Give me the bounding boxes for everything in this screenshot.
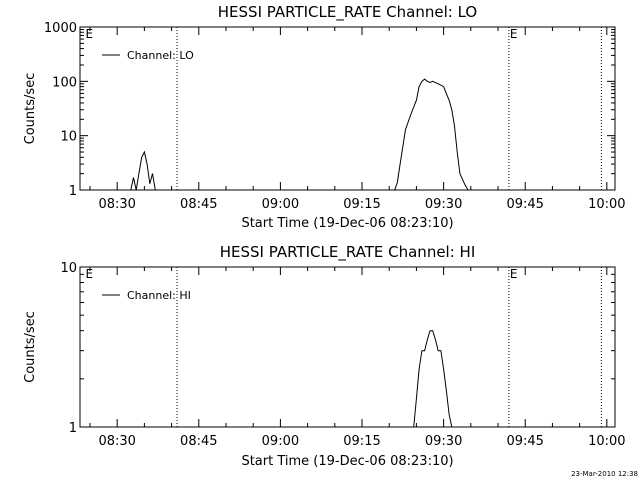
event-marker: E bbox=[510, 267, 518, 281]
y-axis-label: Counts/sec bbox=[23, 73, 38, 145]
x-tick-label: 08:30 bbox=[98, 434, 135, 449]
event-marker: E bbox=[86, 267, 94, 281]
x-axis-label: Start Time (19-Dec-06 08:23:10) bbox=[241, 216, 453, 231]
y-tick-label: 1 bbox=[69, 184, 77, 199]
series-line bbox=[130, 78, 469, 191]
y-tick-label: 100 bbox=[52, 75, 77, 90]
x-tick-label: 10:00 bbox=[588, 434, 625, 449]
x-axis-label: Start Time (19-Dec-06 08:23:10) bbox=[241, 454, 453, 469]
event-marker: E bbox=[510, 27, 518, 41]
legend-label: Channel: LO bbox=[127, 49, 194, 62]
panel-lo: HESSI PARTICLE_RATE Channel: LO 08:30 08:4… bbox=[23, 3, 626, 231]
x-tick-label: 09:00 bbox=[262, 434, 299, 449]
x-tick-label: 08:45 bbox=[180, 197, 217, 212]
legend-label: Channel: HI bbox=[127, 289, 191, 302]
panel-hi: HESSI PARTICLE_RATE Channel: HI 08:30 08:4… bbox=[23, 243, 626, 469]
chart-title: HESSI PARTICLE_RATE Channel: LO bbox=[218, 3, 477, 22]
x-tick-label: 09:15 bbox=[343, 434, 380, 449]
plot-frame bbox=[79, 266, 616, 428]
y-tick-label: 10 bbox=[60, 130, 77, 145]
x-tick-label: 08:30 bbox=[98, 197, 135, 212]
y-tick-label: 1000 bbox=[44, 21, 77, 36]
x-tick-label: 09:45 bbox=[506, 197, 543, 212]
y-tick-label: 10 bbox=[60, 261, 77, 276]
x-tick-label: 08:45 bbox=[180, 434, 217, 449]
y-tick-label: 1 bbox=[69, 421, 77, 436]
x-tick-label: 09:45 bbox=[506, 434, 543, 449]
timestamp-label: 23-Mar-2010 12:38 bbox=[571, 470, 638, 478]
x-tick-label: 10:00 bbox=[588, 197, 625, 212]
series-line bbox=[413, 330, 453, 428]
chart-title: HESSI PARTICLE_RATE Channel: HI bbox=[220, 243, 476, 262]
event-marker: E bbox=[86, 27, 94, 41]
x-tick-label: 09:15 bbox=[343, 197, 380, 212]
x-tick-label: 09:30 bbox=[425, 197, 462, 212]
x-tick-label: 09:00 bbox=[262, 197, 299, 212]
y-axis-label: Counts/sec bbox=[23, 311, 38, 383]
x-tick-label: 09:30 bbox=[425, 434, 462, 449]
